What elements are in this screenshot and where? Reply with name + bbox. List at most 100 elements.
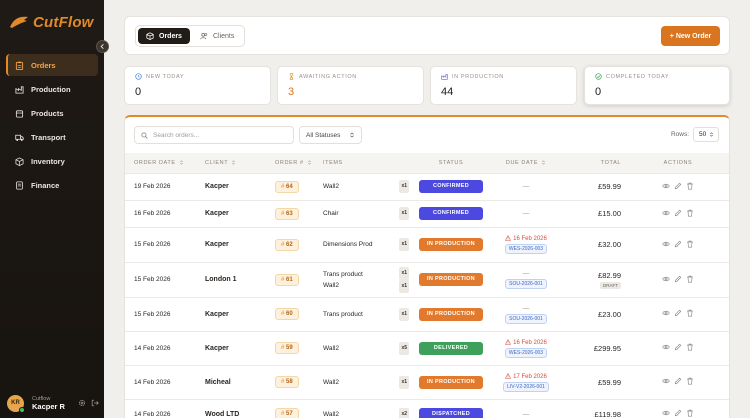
- tab-label: Clients: [212, 32, 235, 40]
- delete-trash-icon[interactable]: [686, 409, 694, 417]
- column-header-client[interactable]: CLIENT: [205, 153, 275, 173]
- column-header-due-date[interactable]: DUE DATE: [487, 153, 565, 173]
- order-number-badge[interactable]: # 64: [275, 180, 299, 193]
- edit-pencil-icon[interactable]: [674, 343, 682, 351]
- delete-trash-icon[interactable]: [686, 309, 694, 317]
- transport-ref-badge[interactable]: WES-2026-003: [504, 347, 548, 358]
- view-eye-icon[interactable]: [662, 209, 670, 217]
- search-icon: [141, 131, 148, 139]
- client-name[interactable]: Kacper: [205, 199, 275, 227]
- order-number-badge[interactable]: # 62: [275, 238, 299, 251]
- search-input[interactable]: [153, 131, 283, 139]
- avatar[interactable]: KR: [7, 394, 25, 413]
- edit-pencil-icon[interactable]: [674, 409, 682, 417]
- transport-ref-badge[interactable]: WES-2026-003: [504, 244, 548, 254]
- sidebar-item-orders[interactable]: Orders: [6, 54, 98, 76]
- edit-pencil-icon[interactable]: [674, 209, 682, 217]
- user-profile[interactable]: KR Cutflow Kacper R: [7, 394, 99, 413]
- sidebar-item-transport[interactable]: Transport: [6, 126, 98, 148]
- table-row[interactable]: 19 Feb 2026 Kacper # 64 Wall2 x1 CONFIRMED — £5…: [125, 172, 729, 200]
- view-eye-icon[interactable]: [662, 309, 670, 317]
- tab-orders[interactable]: Orders: [138, 28, 190, 44]
- orders-table: ORDER DATE CLIENT ORDER # ITEMS STATUS D…: [125, 153, 729, 418]
- column-header-order-date[interactable]: ORDER DATE: [125, 153, 205, 173]
- delete-trash-icon[interactable]: [686, 209, 694, 217]
- due-date-overdue: 16 Feb 2026: [487, 338, 565, 346]
- delete-trash-icon[interactable]: [686, 240, 694, 248]
- app-logo[interactable]: CutFlow: [9, 12, 94, 32]
- edit-pencil-icon[interactable]: [674, 182, 682, 190]
- sidebar-item-production[interactable]: Production: [6, 78, 98, 100]
- user-org: Cutflow: [32, 395, 51, 402]
- sidebar-collapse-button[interactable]: [96, 40, 109, 53]
- view-eye-icon[interactable]: [662, 409, 670, 417]
- order-number-badge[interactable]: # 63: [275, 207, 299, 220]
- order-number-badge[interactable]: # 58: [275, 376, 299, 388]
- client-name[interactable]: Kacper: [205, 172, 275, 200]
- client-name[interactable]: Wood LTD: [205, 398, 275, 418]
- client-name[interactable]: Micheal: [205, 364, 275, 399]
- order-number-badge[interactable]: # 59: [275, 342, 299, 354]
- delete-trash-icon[interactable]: [686, 343, 694, 351]
- status-filter-select[interactable]: All Statuses: [299, 126, 362, 144]
- table-row[interactable]: 15 Feb 2026 Kacper # 60 Trans product x1 IN P…: [125, 296, 729, 331]
- cube-icon: [146, 32, 154, 40]
- column-header-order-number[interactable]: ORDER #: [275, 153, 323, 173]
- client-name[interactable]: Kacper: [205, 226, 275, 262]
- view-eye-icon[interactable]: [662, 182, 670, 190]
- clipboard-icon: [15, 61, 24, 70]
- table-row[interactable]: 15 Feb 2026 London 1 # 61 Trans product Wall…: [125, 261, 729, 297]
- status-badge: CONFIRMED: [419, 180, 483, 193]
- users-icon: [200, 33, 208, 40]
- truck-icon: [15, 134, 24, 141]
- item-quantity: x1: [399, 207, 409, 220]
- view-eye-icon[interactable]: [662, 377, 670, 385]
- item-quantity: x1: [399, 180, 409, 193]
- edit-pencil-icon[interactable]: [674, 377, 682, 385]
- client-name[interactable]: Kacper: [205, 330, 275, 365]
- delete-trash-icon[interactable]: [686, 275, 694, 283]
- order-number-badge[interactable]: # 57: [275, 408, 299, 418]
- view-eye-icon[interactable]: [662, 240, 670, 248]
- delete-trash-icon[interactable]: [686, 182, 694, 190]
- stat-card-in-production: IN PRODUCTION 44: [430, 66, 577, 105]
- item-name: Trans product: [323, 310, 363, 318]
- view-eye-icon[interactable]: [662, 343, 670, 351]
- edit-pencil-icon[interactable]: [674, 309, 682, 317]
- table-row[interactable]: 15 Feb 2026 Kacper # 62 Dimensions Prod x1 IN…: [125, 226, 729, 262]
- row-actions: [625, 296, 729, 331]
- item-name: Wall2: [323, 344, 340, 352]
- table-row[interactable]: 16 Feb 2026 Kacper # 63 Chair x1 CONFIRMED — £1…: [125, 199, 729, 227]
- client-name[interactable]: Kacper: [205, 296, 275, 331]
- table-row[interactable]: 14 Feb 2026 Wood LTD # 57 Wall2 x2 DISPATCHED…: [125, 398, 729, 418]
- logout-icon[interactable]: [91, 399, 99, 407]
- view-eye-icon[interactable]: [662, 275, 670, 283]
- delete-trash-icon[interactable]: [686, 377, 694, 385]
- sidebar-item-finance[interactable]: Finance: [6, 174, 98, 196]
- table-row[interactable]: 14 Feb 2026 Kacper # 59 Wall2 x5 DELIVERED 16 …: [125, 330, 729, 365]
- stat-label: COMPLETED TODAY: [606, 73, 670, 80]
- due-date-empty: —: [522, 210, 530, 217]
- order-total: £119.98: [594, 409, 621, 418]
- sidebar-item-products[interactable]: Products: [6, 102, 98, 124]
- order-number-badge[interactable]: # 60: [275, 308, 299, 320]
- order-number-badge[interactable]: # 61: [275, 273, 299, 286]
- sidebar-item-inventory[interactable]: Inventory: [6, 150, 98, 172]
- rows-per-page-select[interactable]: 50: [693, 127, 719, 142]
- transport-ref-badge[interactable]: SOU-2026-001: [505, 279, 547, 289]
- transport-ref-badge[interactable]: LIV-V2-2026-001: [503, 381, 549, 392]
- item-name: Trans product: [323, 270, 363, 278]
- sidebar-item-label: Inventory: [31, 156, 65, 166]
- order-total: £32.00: [598, 240, 621, 249]
- table-row[interactable]: 14 Feb 2026 Micheal # 58 Wall2 x1 IN PRODUCTI…: [125, 364, 729, 399]
- search-box[interactable]: [134, 126, 294, 144]
- transport-ref-badge[interactable]: SOU-2026-001: [505, 313, 547, 324]
- tab-clients[interactable]: Clients: [192, 28, 242, 44]
- due-date-overdue: 17 Feb 2026: [487, 372, 565, 380]
- new-order-button[interactable]: + New Order: [661, 26, 720, 46]
- column-header-status: STATUS: [438, 159, 464, 166]
- gear-icon[interactable]: [78, 399, 86, 407]
- edit-pencil-icon[interactable]: [674, 240, 682, 248]
- client-name[interactable]: London 1: [205, 261, 275, 297]
- edit-pencil-icon[interactable]: [674, 275, 682, 283]
